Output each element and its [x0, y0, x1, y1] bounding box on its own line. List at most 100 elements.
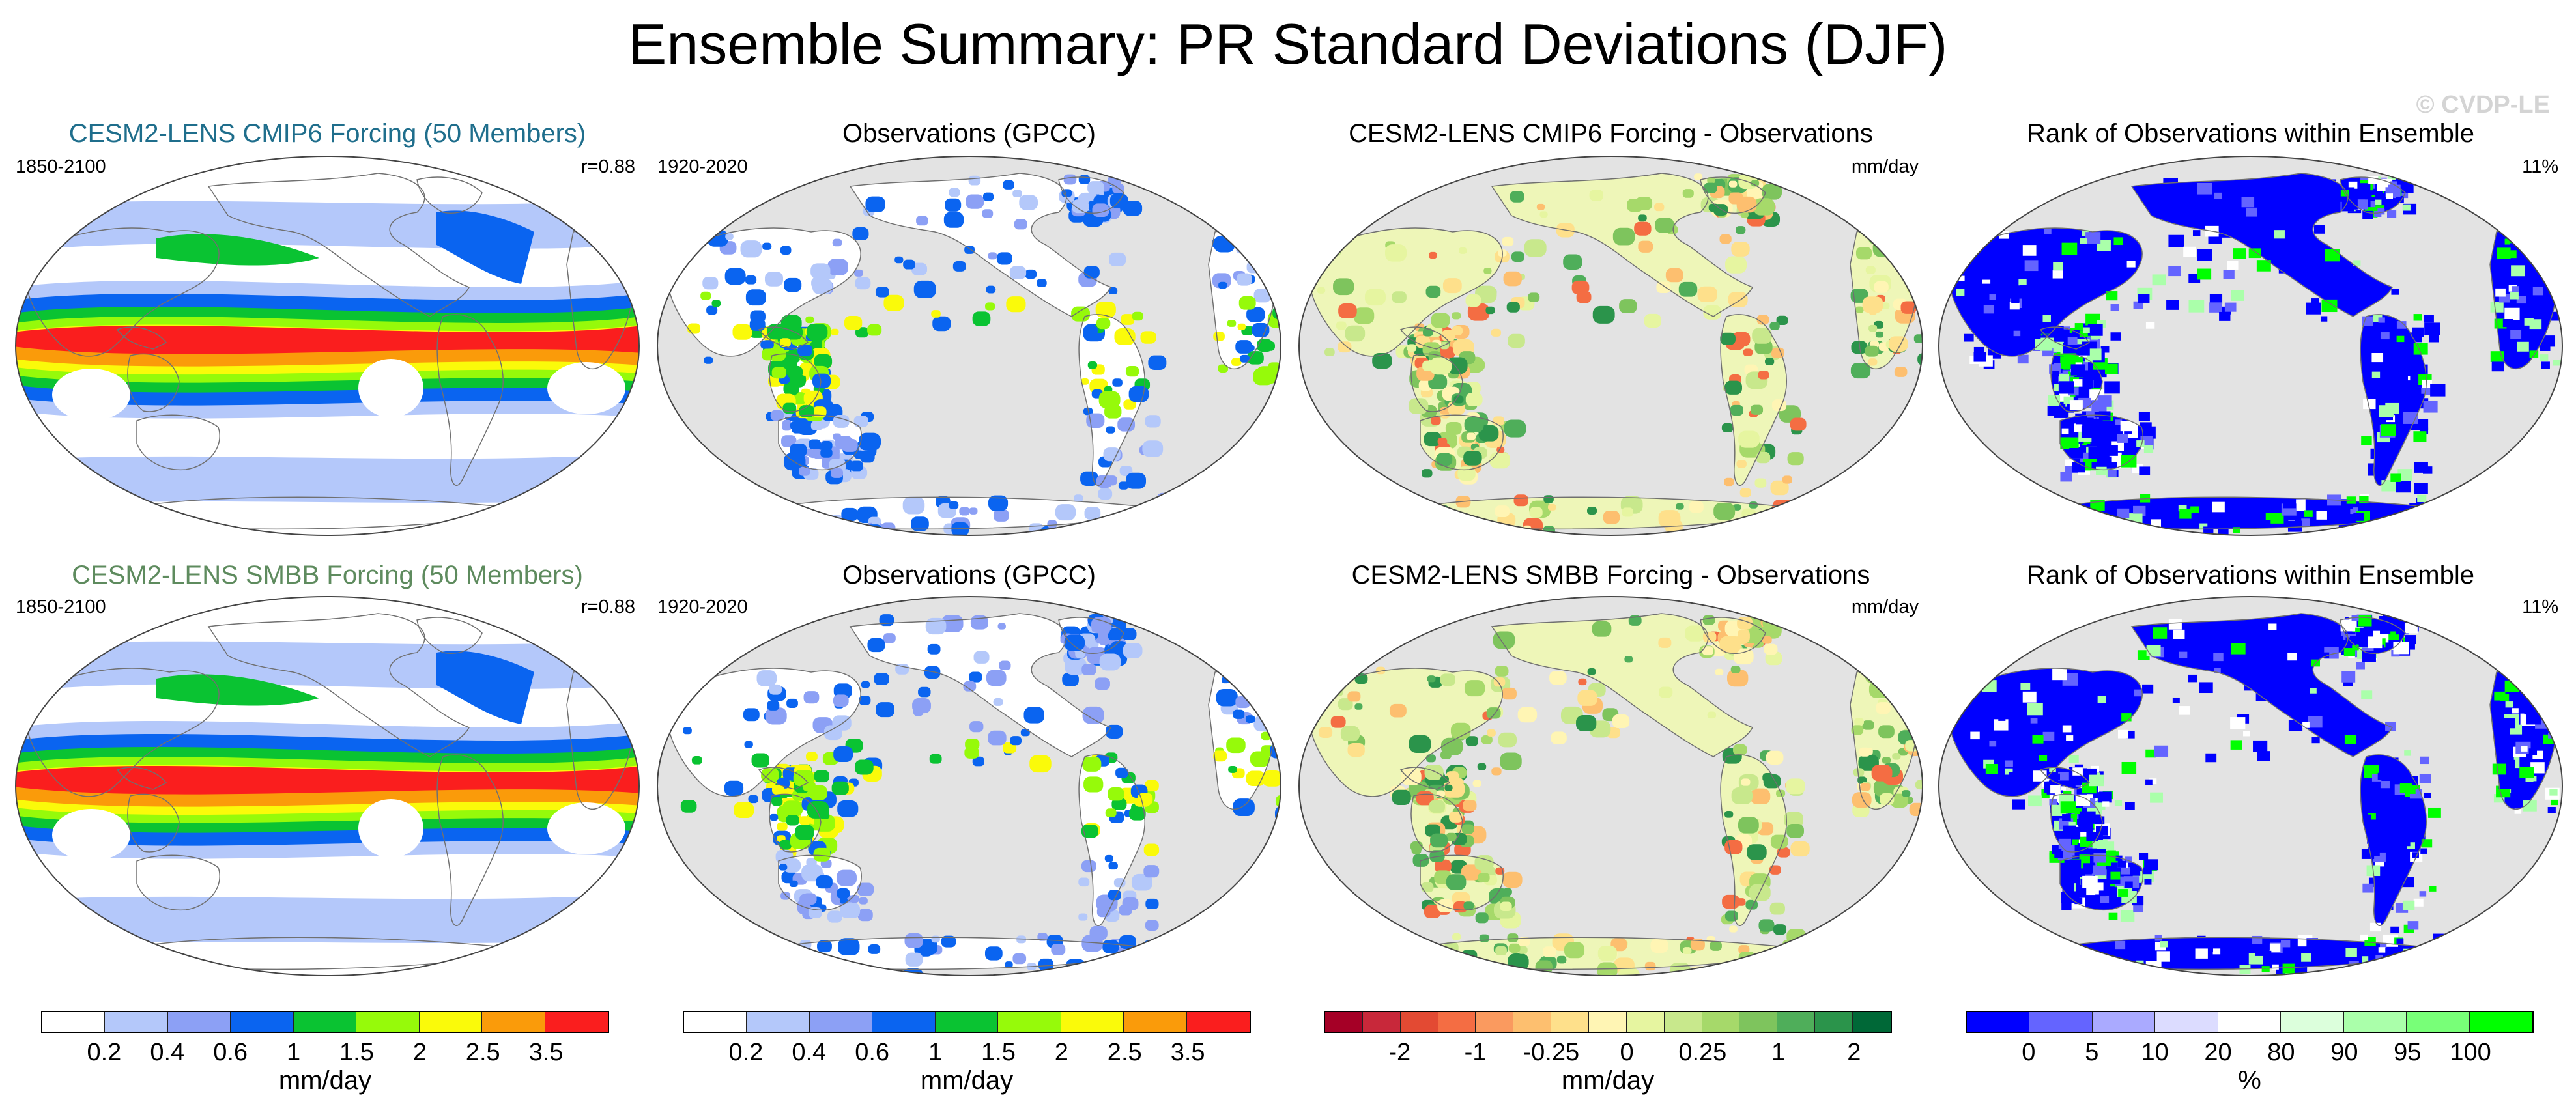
grid-cell	[1113, 878, 1126, 888]
colorbar-box	[231, 1012, 294, 1032]
grid-cell	[1255, 366, 1278, 384]
dry-zone	[358, 359, 423, 417]
grid-cell	[2066, 735, 2074, 741]
grid-cell	[2346, 496, 2356, 504]
coastline	[416, 176, 483, 214]
grid-cell	[2278, 265, 2289, 274]
colorbar-box	[1589, 1012, 1627, 1032]
grid-cell	[2384, 966, 2399, 976]
grid-cell	[1504, 419, 1526, 438]
grid-cell	[2052, 773, 2060, 780]
grid-cell	[2074, 808, 2082, 815]
grid-cell	[1536, 203, 1545, 210]
map-border	[15, 596, 640, 976]
grid-cell	[1690, 939, 1705, 951]
grid-cell	[2248, 248, 2261, 259]
grid-cell	[833, 683, 852, 698]
grid-cell	[2516, 296, 2526, 304]
grid-cell	[1422, 328, 1433, 337]
grid-cell	[2376, 445, 2384, 451]
coastline	[849, 173, 1112, 317]
grid-cell	[2244, 683, 2254, 691]
grid-cell	[1603, 511, 1620, 524]
grid-cell	[2504, 238, 2512, 245]
grid-cell	[1507, 933, 1519, 942]
grid-cell	[1741, 778, 1751, 786]
grid-cell	[765, 707, 787, 725]
grid-cell	[1790, 417, 1807, 431]
grid-cell	[2093, 792, 2100, 798]
grid-cell	[1218, 281, 1227, 289]
grid-cell	[2510, 243, 2518, 250]
grid-cell	[1917, 229, 1923, 240]
coastline	[2340, 176, 2406, 214]
grid-cell	[789, 880, 798, 888]
grid-cell	[1910, 709, 1920, 718]
map-border	[1938, 596, 2563, 976]
grid-cell	[2365, 194, 2372, 200]
grid-cell	[973, 651, 990, 664]
grid-cell	[2168, 234, 2184, 247]
coastline	[1949, 668, 2143, 797]
grid-cell	[2386, 193, 2394, 199]
grid-cell	[2118, 889, 2128, 897]
grid-cell	[1776, 315, 1788, 325]
grid-cell	[968, 175, 981, 186]
grid-cell	[2252, 935, 2263, 944]
grid-cell	[1732, 332, 1751, 347]
grid-cell	[2205, 753, 2217, 763]
grid-cell	[1855, 247, 1872, 260]
grid-cell	[743, 708, 760, 722]
grid-cell	[1213, 332, 1225, 341]
map-obs	[657, 596, 1281, 976]
grid-cell	[1278, 735, 1281, 748]
grid-cell	[1449, 811, 1463, 823]
grid-cell	[1739, 488, 1751, 498]
grid-cell	[1968, 679, 1980, 689]
grid-cell	[1772, 499, 1794, 516]
grid-cell	[2323, 266, 2339, 279]
grid-cell	[1730, 404, 1743, 416]
land-area	[1309, 228, 1503, 356]
grid-cell	[2502, 318, 2513, 328]
grid-cell	[1851, 341, 1868, 354]
grid-cell	[832, 238, 842, 247]
coastline	[2360, 314, 2427, 487]
grid-cell	[1114, 328, 1136, 345]
grid-cell	[1336, 321, 1347, 330]
grid-cell	[1212, 238, 1224, 249]
colorbar-box	[482, 1012, 545, 1032]
grid-cell	[2117, 860, 2126, 868]
grid-cell	[1518, 937, 1530, 946]
grid-cell	[806, 752, 818, 761]
land-area	[850, 614, 1111, 757]
grid-cell	[725, 233, 734, 240]
grid-cell	[2378, 317, 2385, 323]
grid-cell	[1333, 278, 1354, 296]
grid-cell	[1890, 793, 1908, 808]
grid-cell	[2385, 642, 2392, 648]
grid-cell	[1064, 634, 1085, 651]
grid-cell	[853, 416, 868, 428]
grid-cell	[1549, 671, 1567, 685]
grid-cell	[2105, 363, 2118, 374]
grid-cell	[852, 227, 869, 241]
grid-cell	[2541, 694, 2553, 704]
grid-cell	[2087, 348, 2102, 361]
grid-cell	[2231, 643, 2246, 655]
grid-cell	[1147, 511, 1165, 526]
grid-cell	[784, 324, 803, 340]
coastline	[1720, 754, 1787, 927]
grid-cell	[2028, 795, 2042, 807]
coastline	[25, 227, 220, 357]
grid-cell	[2427, 807, 2441, 818]
grid-cell	[1762, 636, 1772, 644]
grid-cell	[2125, 881, 2133, 888]
grid-cell	[2121, 761, 2137, 774]
grid-cell	[1676, 503, 1684, 510]
grid-cell	[1495, 505, 1510, 518]
panel-title: CESM2-LENS CMIP6 Forcing (50 Members)	[68, 119, 586, 148]
grid-cell	[837, 888, 850, 899]
grid-cell	[1345, 325, 1366, 342]
grid-cell	[2095, 816, 2105, 825]
